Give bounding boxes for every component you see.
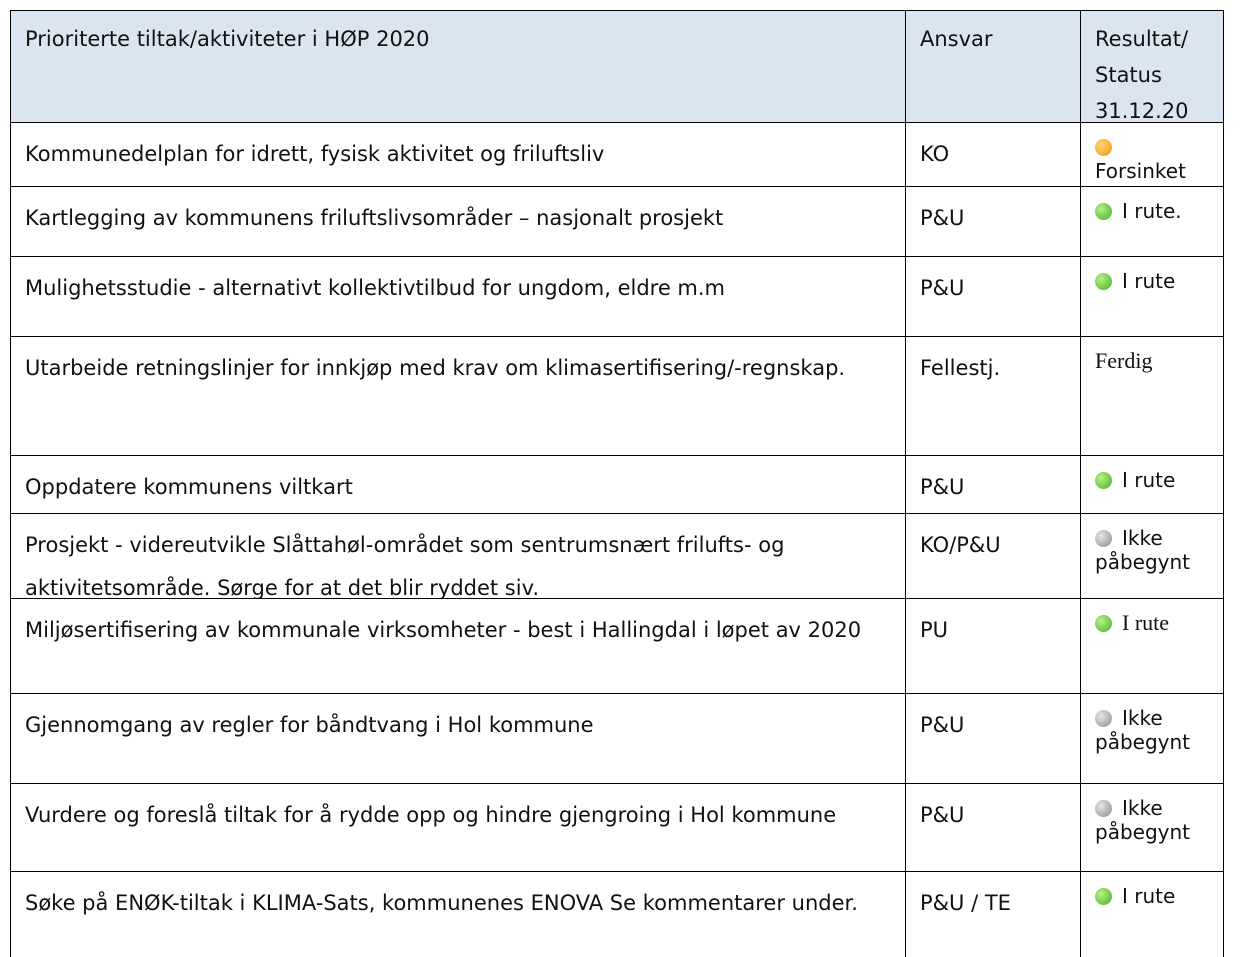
table-cell: Ikke påbegynt <box>1080 513 1224 599</box>
table-cell: Gjennomgang av regler for båndtvang i Ho… <box>10 693 906 784</box>
table-cell: I rute <box>1080 455 1224 514</box>
cell-text: Kommunedelplan for idrett, fysisk aktivi… <box>25 142 605 166</box>
table-cell: Ikke påbegynt <box>1080 783 1224 872</box>
cell-text: I rute <box>1122 610 1170 635</box>
cell-text: Ikke påbegynt <box>1095 706 1190 754</box>
table-cell: P&U <box>905 186 1081 257</box>
header-cell: Ansvar <box>905 10 1081 123</box>
cell-text: Oppdatere kommunens viltkart <box>25 475 353 499</box>
table-cell: KO/P&U <box>905 513 1081 599</box>
table-cell: KO <box>905 122 1081 187</box>
table-cell: P&U / TE <box>905 871 1081 957</box>
cell-text: PU <box>920 618 949 642</box>
table-cell: Søke på ENØK-tiltak i KLIMA-Sats, kommun… <box>10 871 906 957</box>
cell-text: I rute <box>1122 468 1176 492</box>
status-icon <box>1095 530 1112 547</box>
cell-text: Ikke påbegynt <box>1095 796 1190 844</box>
table-cell: Mulighetsstudie - alternativt kollektivt… <box>10 256 906 337</box>
table-cell: Utarbeide retningslinjer for innkjøp med… <box>10 336 906 456</box>
table-cell: I rute. <box>1080 186 1224 257</box>
cell-text: I rute <box>1122 884 1176 908</box>
table-cell: Prosjekt - videreutvikle Slåttahøl-områd… <box>10 513 906 599</box>
cell-text: P&U / TE <box>920 891 1011 915</box>
cell-text: Gjennomgang av regler for båndtvang i Ho… <box>25 713 594 737</box>
table-cell: PU <box>905 598 1081 694</box>
table-cell: I rute <box>1080 871 1224 957</box>
table-cell: P&U <box>905 783 1081 872</box>
cell-text: P&U <box>920 276 965 300</box>
table-cell: Kartlegging av kommunens friluftslivsomr… <box>10 186 906 257</box>
cell-text: Kartlegging av kommunens friluftslivsomr… <box>25 206 724 230</box>
cell-text: Mulighetsstudie - alternativt kollektivt… <box>25 276 726 300</box>
table-cell: I rute <box>1080 256 1224 337</box>
status-icon <box>1095 710 1112 727</box>
status-icon <box>1095 888 1112 905</box>
cell-text: KO/P&U <box>920 533 1001 557</box>
cell-text: P&U <box>920 713 965 737</box>
cell-text: P&U <box>920 803 965 827</box>
cell-text: Ikke påbegynt <box>1095 526 1190 574</box>
status-icon <box>1095 203 1112 220</box>
cell-text: Søke på ENØK-tiltak i KLIMA-Sats, kommun… <box>25 891 858 915</box>
cell-text: Ferdig <box>1095 348 1153 373</box>
table-cell: Kommunedelplan for idrett, fysisk aktivi… <box>10 122 906 187</box>
table-cell: Fellestj. <box>905 336 1081 456</box>
header-cell: Resultat/ Status 31.12.20 <box>1080 10 1224 123</box>
table-cell: P&U <box>905 455 1081 514</box>
cell-text: P&U <box>920 475 965 499</box>
cell-text: Resultat/ Status 31.12.20 <box>1095 27 1189 123</box>
cell-text: Vurdere og foreslå tiltak for å rydde op… <box>25 803 837 827</box>
cell-text: Ansvar <box>920 27 993 51</box>
status-icon <box>1095 273 1112 290</box>
cell-text: Prioriterte tiltak/aktiviteter i HØP 202… <box>25 27 430 51</box>
cell-text: Utarbeide retningslinjer for innkjøp med… <box>25 356 846 380</box>
cell-text: I rute <box>1122 269 1176 293</box>
header-cell: Prioriterte tiltak/aktiviteter i HØP 202… <box>10 10 906 123</box>
cell-text: P&U <box>920 206 965 230</box>
cell-text: KO <box>920 142 950 166</box>
status-icon <box>1095 472 1112 489</box>
table-cell: Ikke påbegynt <box>1080 693 1224 784</box>
table-cell: P&U <box>905 693 1081 784</box>
cell-text: Forsinket <box>1095 159 1186 183</box>
cell-text: Miljøsertifisering av kommunale virksomh… <box>25 618 862 642</box>
cell-text: I rute. <box>1122 199 1182 223</box>
table-cell: Ferdig <box>1080 336 1224 456</box>
table-cell: Vurdere og foreslå tiltak for å rydde op… <box>10 783 906 872</box>
table-cell: P&U <box>905 256 1081 337</box>
table-cell: Forsinket <box>1080 122 1224 187</box>
table-cell: Miljøsertifisering av kommunale virksomh… <box>10 598 906 694</box>
status-icon <box>1095 800 1112 817</box>
status-icon <box>1095 615 1112 632</box>
cell-text: Prosjekt - videreutvikle Slåttahøl-områd… <box>25 533 785 599</box>
cell-text: Fellestj. <box>920 356 1001 380</box>
table-cell: I rute <box>1080 598 1224 694</box>
status-icon <box>1095 139 1112 156</box>
table-cell: Oppdatere kommunens viltkart <box>10 455 906 514</box>
